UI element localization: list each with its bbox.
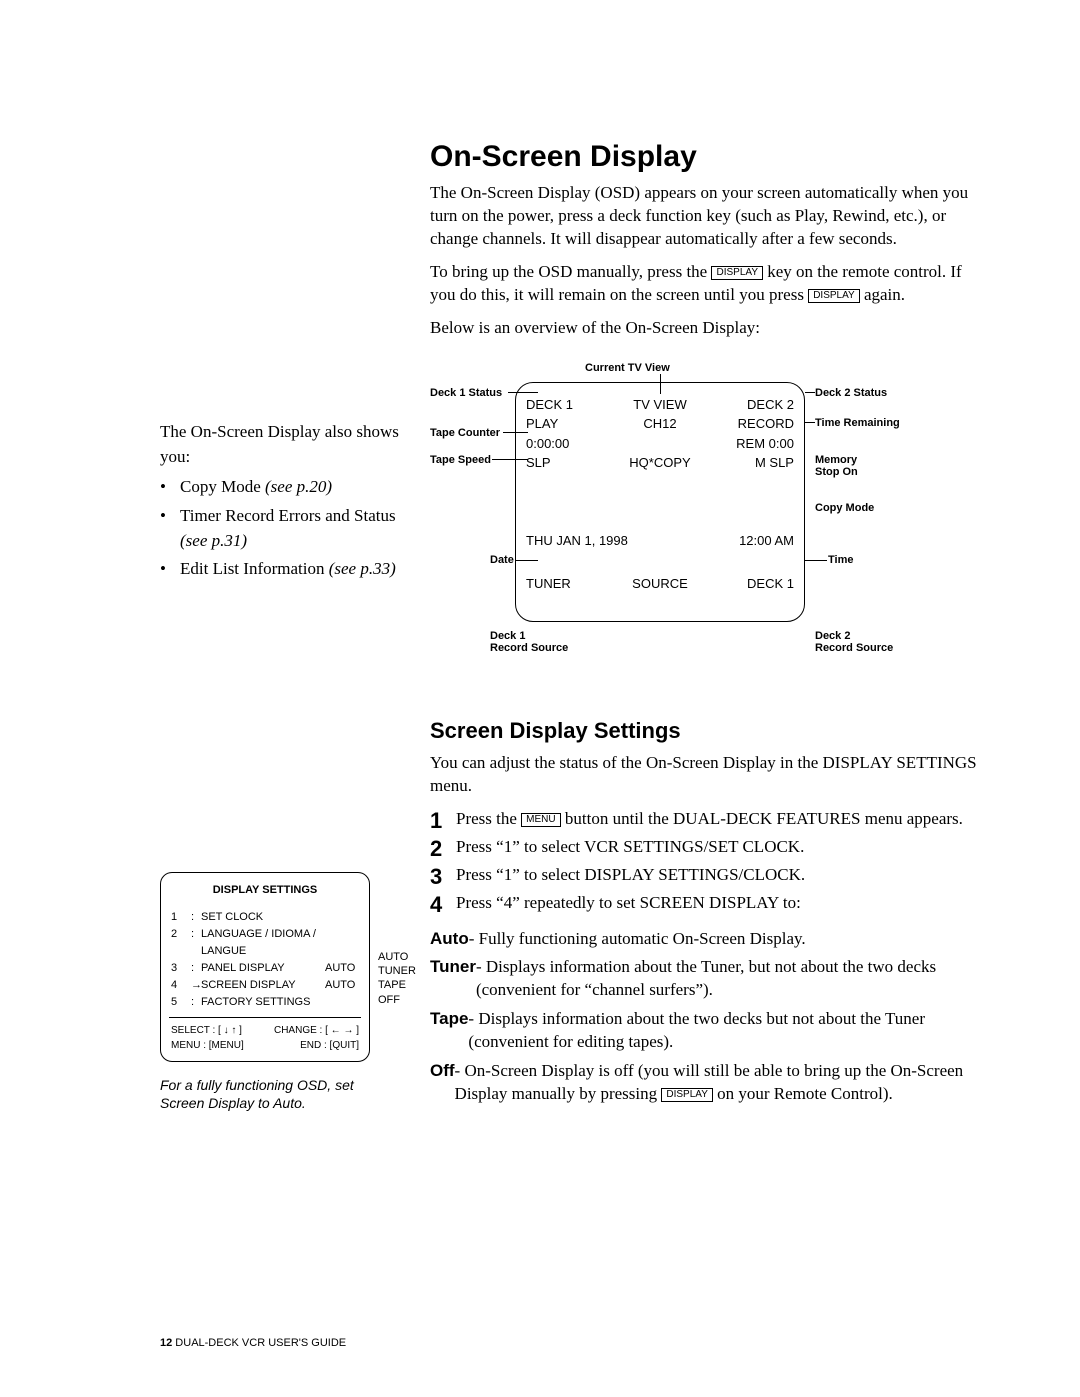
settings-heading: Screen Display Settings — [430, 718, 990, 744]
steps-list: 1 Press the MENU button until the DUAL-D… — [430, 808, 990, 916]
sidebar-item: •Copy Mode (see p.20) — [160, 475, 400, 500]
sidebar-caption: For a fully functioning OSD, set Screen … — [160, 1076, 400, 1112]
sidebar: The On-Screen Display also shows you: •C… — [160, 140, 400, 1112]
intro-paragraph: The On-Screen Display (OSD) appears on y… — [430, 182, 990, 251]
sidebar-item: •Edit List Information (see p.33) — [160, 557, 400, 582]
menu-options: AUTO TUNER TAPE OFF — [378, 950, 416, 1007]
definition: Tape - Displays information about the tw… — [430, 1008, 990, 1054]
osd-label: Current TV View — [585, 362, 670, 375]
osd-label: Time Remaining — [815, 417, 900, 430]
sidebar-list: •Copy Mode (see p.20) •Timer Record Erro… — [160, 475, 400, 582]
definition: Tuner - Displays information about the T… — [430, 956, 990, 1002]
menu-title: DISPLAY SETTINGS — [171, 883, 359, 899]
step: 1 Press the MENU button until the DUAL-D… — [430, 808, 990, 832]
osd-label: Deck 1 Record Source — [490, 630, 568, 655]
osd-label: Deck 2 Record Source — [815, 630, 893, 655]
definition: Auto - Fully functioning automatic On-Sc… — [430, 928, 990, 951]
osd-label: Deck 1 Status — [430, 387, 502, 400]
sidebar-lead: The On-Screen Display also shows you: — [160, 420, 400, 469]
display-key-icon: DISPLAY — [808, 289, 860, 303]
display-settings-menu: DISPLAY SETTINGS 1:SET CLOCK 2:LANGUAGE … — [160, 872, 400, 1113]
sidebar-item: •Timer Record Errors and Status (see p.3… — [160, 504, 400, 553]
main-content: On-Screen Display The On-Screen Display … — [430, 140, 990, 1112]
step: 4 Press “4” repeatedly to set SCREEN DIS… — [430, 892, 990, 916]
page-footer: 12 DUAL-DECK VCR USER'S GUIDE — [160, 1337, 346, 1349]
display-key-icon: DISPLAY — [661, 1088, 713, 1102]
osd-screen: DECK 1TV VIEWDECK 2 PLAYCH12RECORD 0:00:… — [515, 382, 805, 622]
intro-paragraph: Below is an overview of the On-Screen Di… — [430, 317, 990, 340]
page-title: On-Screen Display — [430, 140, 990, 174]
osd-label: Tape Speed — [430, 454, 491, 467]
definition: Off - On-Screen Display is off (you will… — [430, 1060, 990, 1106]
osd-label: Time — [828, 554, 853, 567]
intro-paragraph: To bring up the OSD manually, press the … — [430, 261, 990, 307]
display-key-icon: DISPLAY — [711, 266, 763, 280]
step: 3 Press “1” to select DISPLAY SETTINGS/C… — [430, 864, 990, 888]
menu-key-icon: MENU — [521, 813, 560, 827]
osd-label: Memory Stop On — [815, 454, 858, 479]
osd-label: Copy Mode — [815, 502, 874, 515]
osd-diagram: Current TV View Deck 1 Status Deck 2 Sta… — [430, 362, 990, 682]
step: 2 Press “1” to select VCR SETTINGS/SET C… — [430, 836, 990, 860]
osd-label: Date — [490, 554, 514, 567]
settings-intro: You can adjust the status of the On-Scre… — [430, 752, 990, 798]
osd-label: Tape Counter — [430, 427, 500, 440]
osd-label: Deck 2 Status — [815, 387, 887, 400]
